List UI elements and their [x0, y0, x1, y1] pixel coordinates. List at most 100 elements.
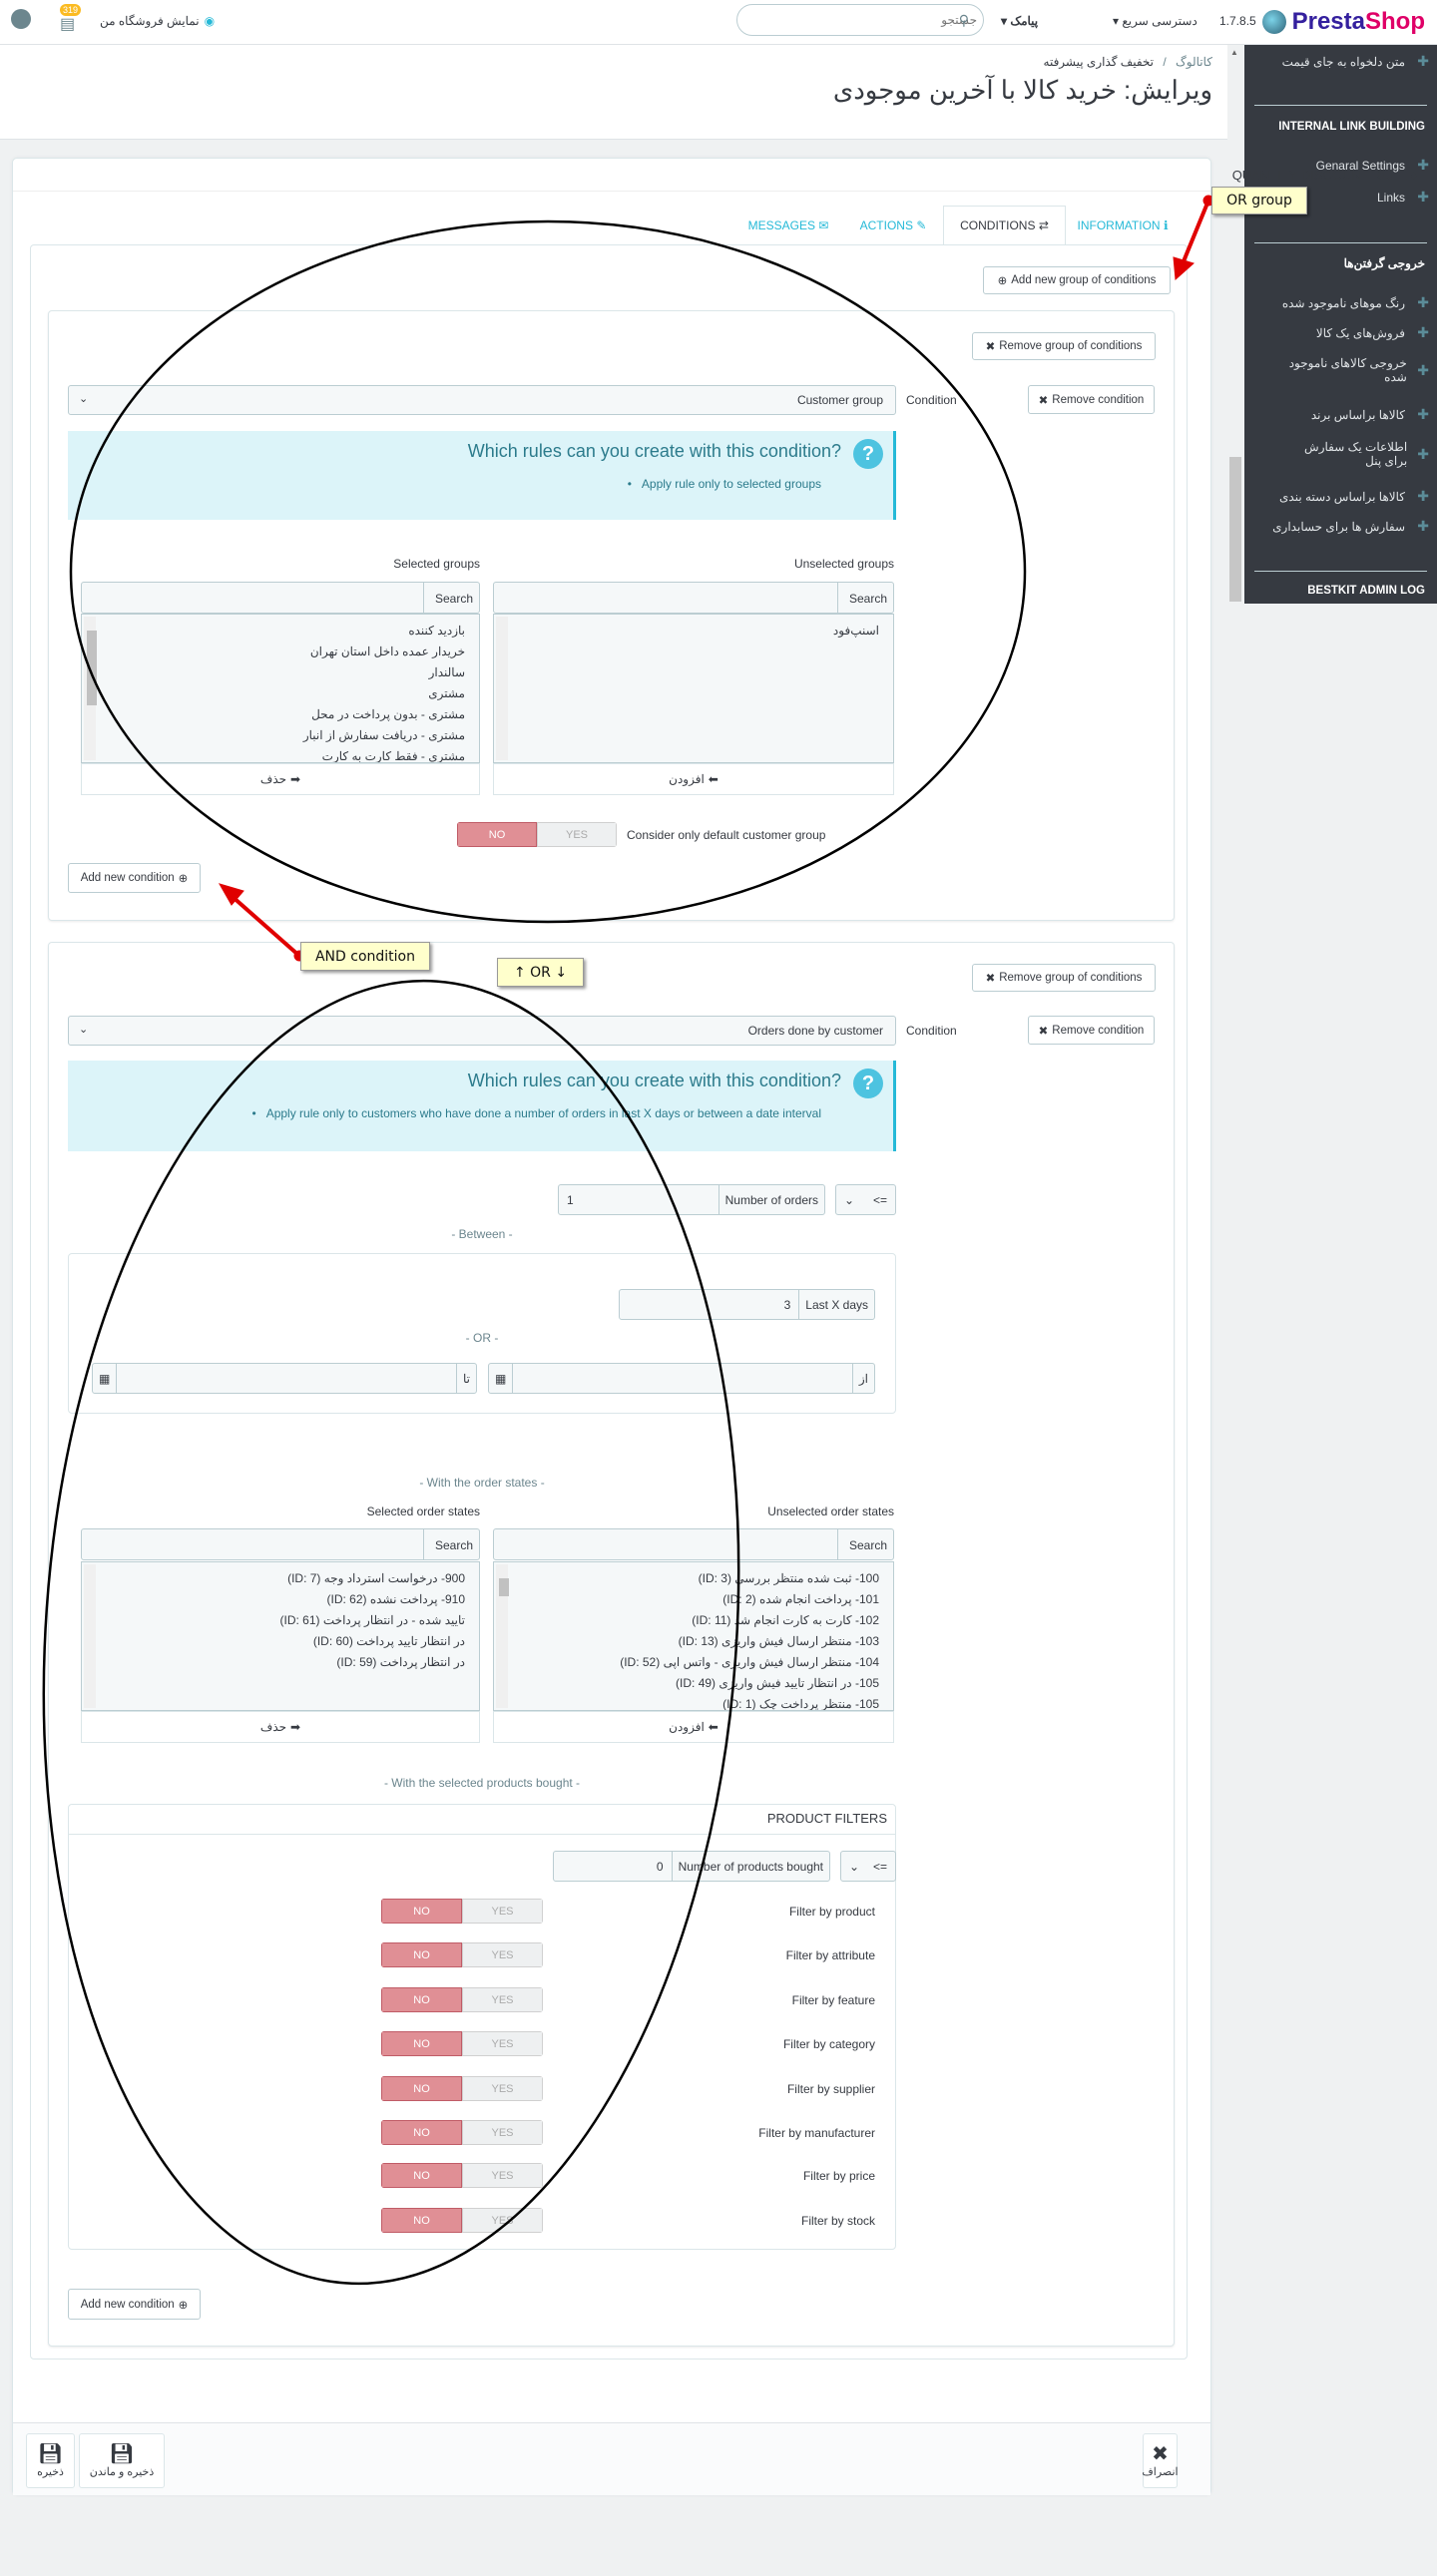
remove-state-button[interactable]: ➡ حذف	[81, 1711, 480, 1743]
tab-actions[interactable]: ACTIONS ✎	[848, 206, 938, 245]
unselected-groups-list[interactable]: اسنپ‌فود	[493, 614, 894, 763]
toggle-yes[interactable]: YES	[462, 1942, 543, 1967]
date-to-input[interactable]: تا ▦	[92, 1363, 477, 1394]
add-group-to-selected-button[interactable]: ⬅ افزودن	[493, 763, 894, 795]
scrollbar[interactable]	[84, 617, 97, 760]
list-item[interactable]: 105- منتظر پرداخت چک (ID: 1)	[722, 1697, 879, 1711]
filter-toggle[interactable]: NO YES	[381, 1987, 543, 2012]
toggle-yes[interactable]: YES	[537, 822, 617, 847]
tab-conditions[interactable]: CONDITIONS ⇄	[943, 206, 1066, 245]
selected-groups-search[interactable]: Search	[81, 582, 480, 614]
sidebar-item[interactable]: ✚ کالاها براساس دسته بندی	[1254, 488, 1429, 505]
toggle-no[interactable]: NO	[381, 2208, 462, 2233]
input-value[interactable]: 1	[567, 1193, 574, 1207]
filter-toggle[interactable]: NO YES	[381, 1942, 543, 1967]
condition-type-select[interactable]: Orders done by customer ⌄	[68, 1016, 896, 1046]
orders-operator-select[interactable]: => ⌄	[835, 1184, 896, 1215]
remove-group-button[interactable]: ✖ Remove group of conditions	[972, 332, 1156, 360]
scrollbar-thumb[interactable]	[499, 1578, 509, 1596]
sidebar-item[interactable]: ✚ سفارش ها برای حسابداری	[1254, 518, 1429, 535]
add-state-button[interactable]: ⬅ افزودن	[493, 1711, 894, 1743]
sms-menu[interactable]: پیامک ▾	[1001, 14, 1039, 28]
breadcrumb-catalog[interactable]: کاتالوگ	[1176, 55, 1212, 69]
list-item[interactable]: 103- منتظر ارسال فیش واریزی (ID: 13)	[678, 1634, 879, 1648]
notifications-icon[interactable]: ▤	[60, 16, 76, 33]
search-icon[interactable]: ⚲	[958, 12, 969, 28]
unselected-states-search[interactable]: Search	[493, 1528, 894, 1560]
last-x-days-input[interactable]: Last X days 3	[619, 1289, 875, 1320]
toggle-yes[interactable]: YES	[462, 1899, 543, 1924]
calendar-icon[interactable]: ▦	[489, 1364, 514, 1393]
default-group-toggle[interactable]: NO YES	[457, 822, 617, 847]
sidebar-item[interactable]: ✚ کالاها براساس برند	[1254, 406, 1429, 423]
selected-states-search[interactable]: Search	[81, 1528, 480, 1560]
toggle-yes[interactable]: YES	[462, 2208, 543, 2233]
save-button[interactable]: 💾︎ ذخیره	[26, 2433, 75, 2488]
search-input[interactable]	[494, 1529, 837, 1559]
list-item[interactable]: 900- درخواست استرداد وجه (ID: 7)	[287, 1571, 465, 1585]
number-of-orders-input[interactable]: Number of orders 1	[558, 1184, 825, 1215]
selected-groups-list[interactable]: بازدید کننده خریدار عمده داخل استان تهرا…	[81, 614, 480, 763]
save-and-stay-button[interactable]: 💾︎ ذخیره و ماندن	[79, 2433, 165, 2488]
toggle-no[interactable]: NO	[381, 1899, 462, 1924]
search-input[interactable]	[82, 583, 423, 613]
filter-toggle[interactable]: NO YES	[381, 2208, 543, 2233]
number-of-products-input[interactable]: Number of products bought 0	[553, 1851, 830, 1882]
input-value[interactable]: 3	[783, 1298, 791, 1312]
list-item[interactable]: خریدار عمده داخل استان تهران	[309, 644, 465, 658]
scrollbar-thumb[interactable]	[87, 631, 97, 705]
list-item[interactable]: 104- منتظر ارسال فیش واریزی - واتس اپی (…	[620, 1655, 879, 1669]
list-item[interactable]: 105- در انتظار تایید فیش واریزی (ID: 49)	[676, 1676, 879, 1690]
input-value[interactable]: 0	[656, 1860, 664, 1874]
list-item[interactable]: در انتظار تایید پرداخت (ID: 60)	[312, 1634, 465, 1648]
remove-condition-button[interactable]: ✖ Remove condition	[1028, 1016, 1155, 1045]
sidebar-item[interactable]: ✚ فروش‌های یک کالا	[1254, 324, 1429, 341]
add-group-button[interactable]: ⊕ Add new group of conditions	[983, 266, 1171, 294]
scrollbar[interactable]	[496, 1564, 509, 1708]
toggle-yes[interactable]: YES	[462, 2031, 543, 2056]
add-condition-button[interactable]: Add new condition ⊕	[68, 2289, 201, 2320]
selected-states-list[interactable]: 900- درخواست استرداد وجه (ID: 7) 910- پر…	[81, 1561, 480, 1711]
filter-toggle[interactable]: NO YES	[381, 2076, 543, 2101]
toggle-no[interactable]: NO	[381, 2031, 462, 2056]
list-item[interactable]: اسنپ‌فود	[832, 624, 879, 638]
list-item[interactable]: 101- پرداخت انجام شده (ID: 2)	[722, 1592, 879, 1606]
user-avatar-icon[interactable]	[11, 9, 31, 29]
sidebar-item[interactable]: ✚ Genaral Settings	[1254, 157, 1429, 174]
sidebar-item[interactable]: ✚ متن دلخواه به جای قیمت	[1254, 53, 1429, 70]
filter-toggle[interactable]: NO YES	[381, 2031, 543, 2056]
header-search[interactable]: ⚲	[736, 4, 984, 36]
list-item[interactable]: بازدید کننده	[408, 624, 465, 638]
list-item[interactable]: 910- پرداخت نشده (ID: 62)	[326, 1592, 465, 1606]
toggle-no[interactable]: NO	[381, 2076, 462, 2101]
search-input[interactable]	[777, 5, 977, 35]
list-item[interactable]: مشتری	[428, 686, 465, 700]
quick-access-menu[interactable]: دسترسی سریع ▾	[1113, 14, 1198, 28]
sidebar-item[interactable]: ✚ اطلاعات یک سفارش برای پنل	[1279, 440, 1429, 468]
list-item[interactable]: 100- ثبت شده منتظر بررسی (ID: 3)	[698, 1571, 879, 1585]
input-value[interactable]	[513, 1364, 852, 1393]
toggle-yes[interactable]: YES	[462, 2120, 543, 2145]
unselected-states-list[interactable]: 100- ثبت شده منتظر بررسی (ID: 3) 101- پر…	[493, 1561, 894, 1711]
scrollbar[interactable]	[84, 1564, 96, 1708]
breadcrumb-advanced-discount[interactable]: تخفیف گذاری پیشرفته	[1043, 55, 1154, 69]
toggle-no[interactable]: NO	[381, 1987, 462, 2012]
toggle-yes[interactable]: YES	[462, 1987, 543, 2012]
products-operator-select[interactable]: => ⌄	[840, 1851, 896, 1882]
sidebar-scrollbar[interactable]	[1229, 457, 1241, 602]
search-input[interactable]	[82, 1529, 423, 1559]
toggle-no[interactable]: NO	[381, 2120, 462, 2145]
date-from-input[interactable]: از ▦	[488, 1363, 875, 1394]
list-item[interactable]: مشتری - فقط کارت به کارت	[321, 749, 465, 763]
tab-messages[interactable]: MESSAGES ✉	[733, 206, 843, 245]
view-shop-link[interactable]: ◉ نمایش فروشگاه من	[100, 14, 215, 28]
toggle-no[interactable]: NO	[381, 2163, 462, 2188]
remove-group-from-selected-button[interactable]: ➡ حذف	[81, 763, 480, 795]
filter-toggle[interactable]: NO YES	[381, 2120, 543, 2145]
filter-toggle[interactable]: NO YES	[381, 2163, 543, 2188]
list-item[interactable]: 102- کارت به کارت انجام شد (ID: 11)	[692, 1613, 879, 1627]
input-value[interactable]	[117, 1364, 456, 1393]
sidebar-item[interactable]: ✚ خروجی کالاهای ناموجود شده	[1279, 356, 1429, 384]
list-item[interactable]: مشتری - دریافت سفارش از انبار	[302, 728, 465, 742]
list-item[interactable]: تایید شده - در انتظار پرداخت (ID: 61)	[279, 1613, 465, 1627]
